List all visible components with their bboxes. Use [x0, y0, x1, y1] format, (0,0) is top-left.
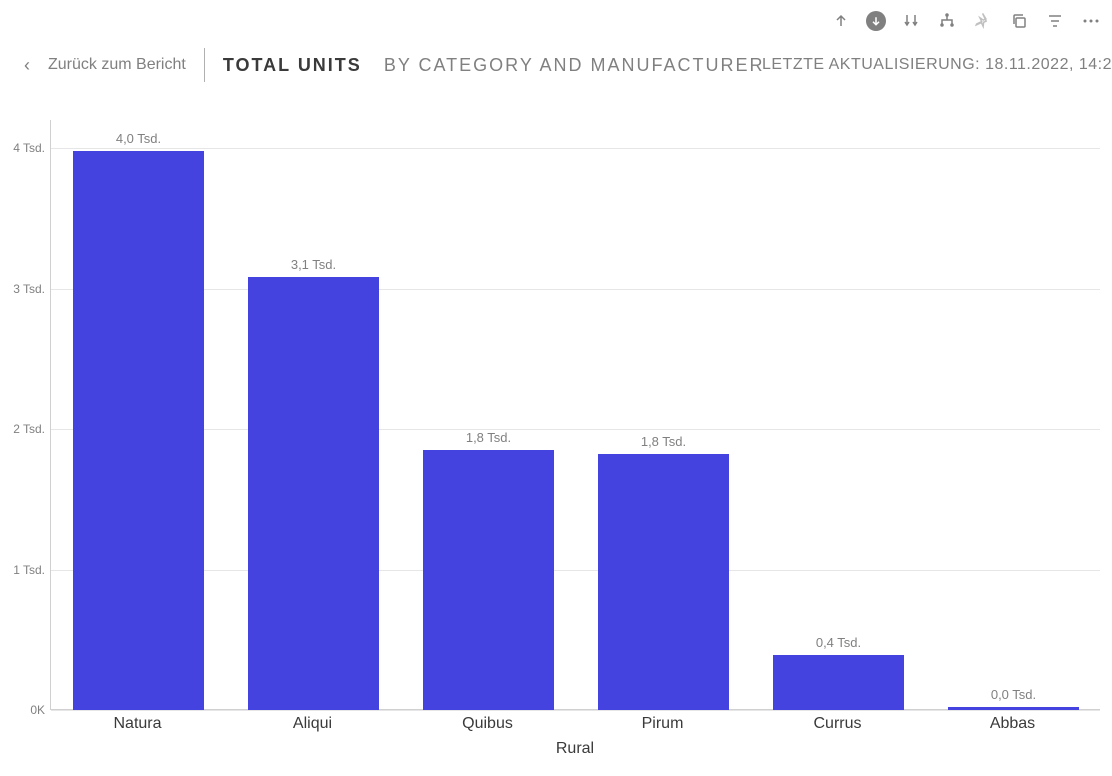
x-tick-label: Pirum [583, 715, 743, 733]
filter-icon[interactable] [1044, 10, 1066, 32]
chart-container: 0K 1 Tsd. 2 Tsd. 3 Tsd. 4 Tsd. 4,0 Tsd. 3,1 T… [0, 100, 1112, 750]
x-tick-label: Aliqui [233, 715, 393, 733]
y-tick-label: 2 Tsd. [5, 422, 45, 436]
last-updated-text: LETZTE AKTUALISIERUNG: 18.11.2022, 14:2 [762, 56, 1112, 74]
gridline [51, 429, 1100, 430]
bar-value-label: 1,8 Tsd. [598, 434, 729, 449]
bar[interactable]: 0,0 Tsd. [948, 707, 1079, 710]
bar[interactable]: 0,4 Tsd. [773, 655, 904, 710]
drill-up-icon[interactable] [830, 10, 852, 32]
bar[interactable]: 3,1 Tsd. [248, 277, 379, 710]
header-bar: ‹ Zurück zum Bericht TOTAL UNITS BY CATE… [0, 48, 1112, 82]
gridline [51, 570, 1100, 571]
visual-toolbar [830, 10, 1102, 32]
bar-value-label: 1,8 Tsd. [423, 430, 554, 445]
bar-value-label: 0,0 Tsd. [948, 687, 1079, 702]
drill-down-icon[interactable] [866, 11, 886, 31]
y-tick-label: 3 Tsd. [5, 282, 45, 296]
bar[interactable]: 4,0 Tsd. [73, 151, 204, 710]
bar-value-label: 4,0 Tsd. [73, 131, 204, 146]
gridline [51, 289, 1100, 290]
pin-icon[interactable] [972, 10, 994, 32]
back-to-report-link[interactable]: Zurück zum Bericht [48, 56, 186, 74]
hierarchy-icon[interactable] [936, 10, 958, 32]
x-tick-label: Abbas [933, 715, 1093, 733]
more-icon[interactable] [1080, 10, 1102, 32]
page-title: TOTAL UNITS [223, 55, 362, 76]
y-tick-label: 0K [5, 703, 45, 717]
header-divider [204, 48, 205, 82]
bar-value-label: 3,1 Tsd. [248, 257, 379, 272]
expand-down-icon[interactable] [900, 10, 922, 32]
x-axis-label: Rural [50, 740, 1100, 758]
gridline [51, 148, 1100, 149]
bar[interactable]: 1,8 Tsd. [423, 450, 554, 710]
y-tick-label: 1 Tsd. [5, 563, 45, 577]
bar-value-label: 0,4 Tsd. [773, 635, 904, 650]
back-chevron-icon[interactable]: ‹ [24, 55, 30, 76]
x-tick-label: Quibus [408, 715, 568, 733]
x-tick-label: Natura [58, 715, 218, 733]
x-tick-label: Currus [758, 715, 918, 733]
y-tick-label: 4 Tsd. [5, 141, 45, 155]
plot-area: 4,0 Tsd. 3,1 Tsd. 1,8 Tsd. 1,8 Tsd. 0,4 Tsd.… [50, 120, 1100, 710]
copy-icon[interactable] [1008, 10, 1030, 32]
bar[interactable]: 1,8 Tsd. [598, 454, 729, 710]
page-subtitle: BY CATEGORY AND MANUFACTURER [384, 55, 765, 76]
gridline [51, 710, 1100, 711]
